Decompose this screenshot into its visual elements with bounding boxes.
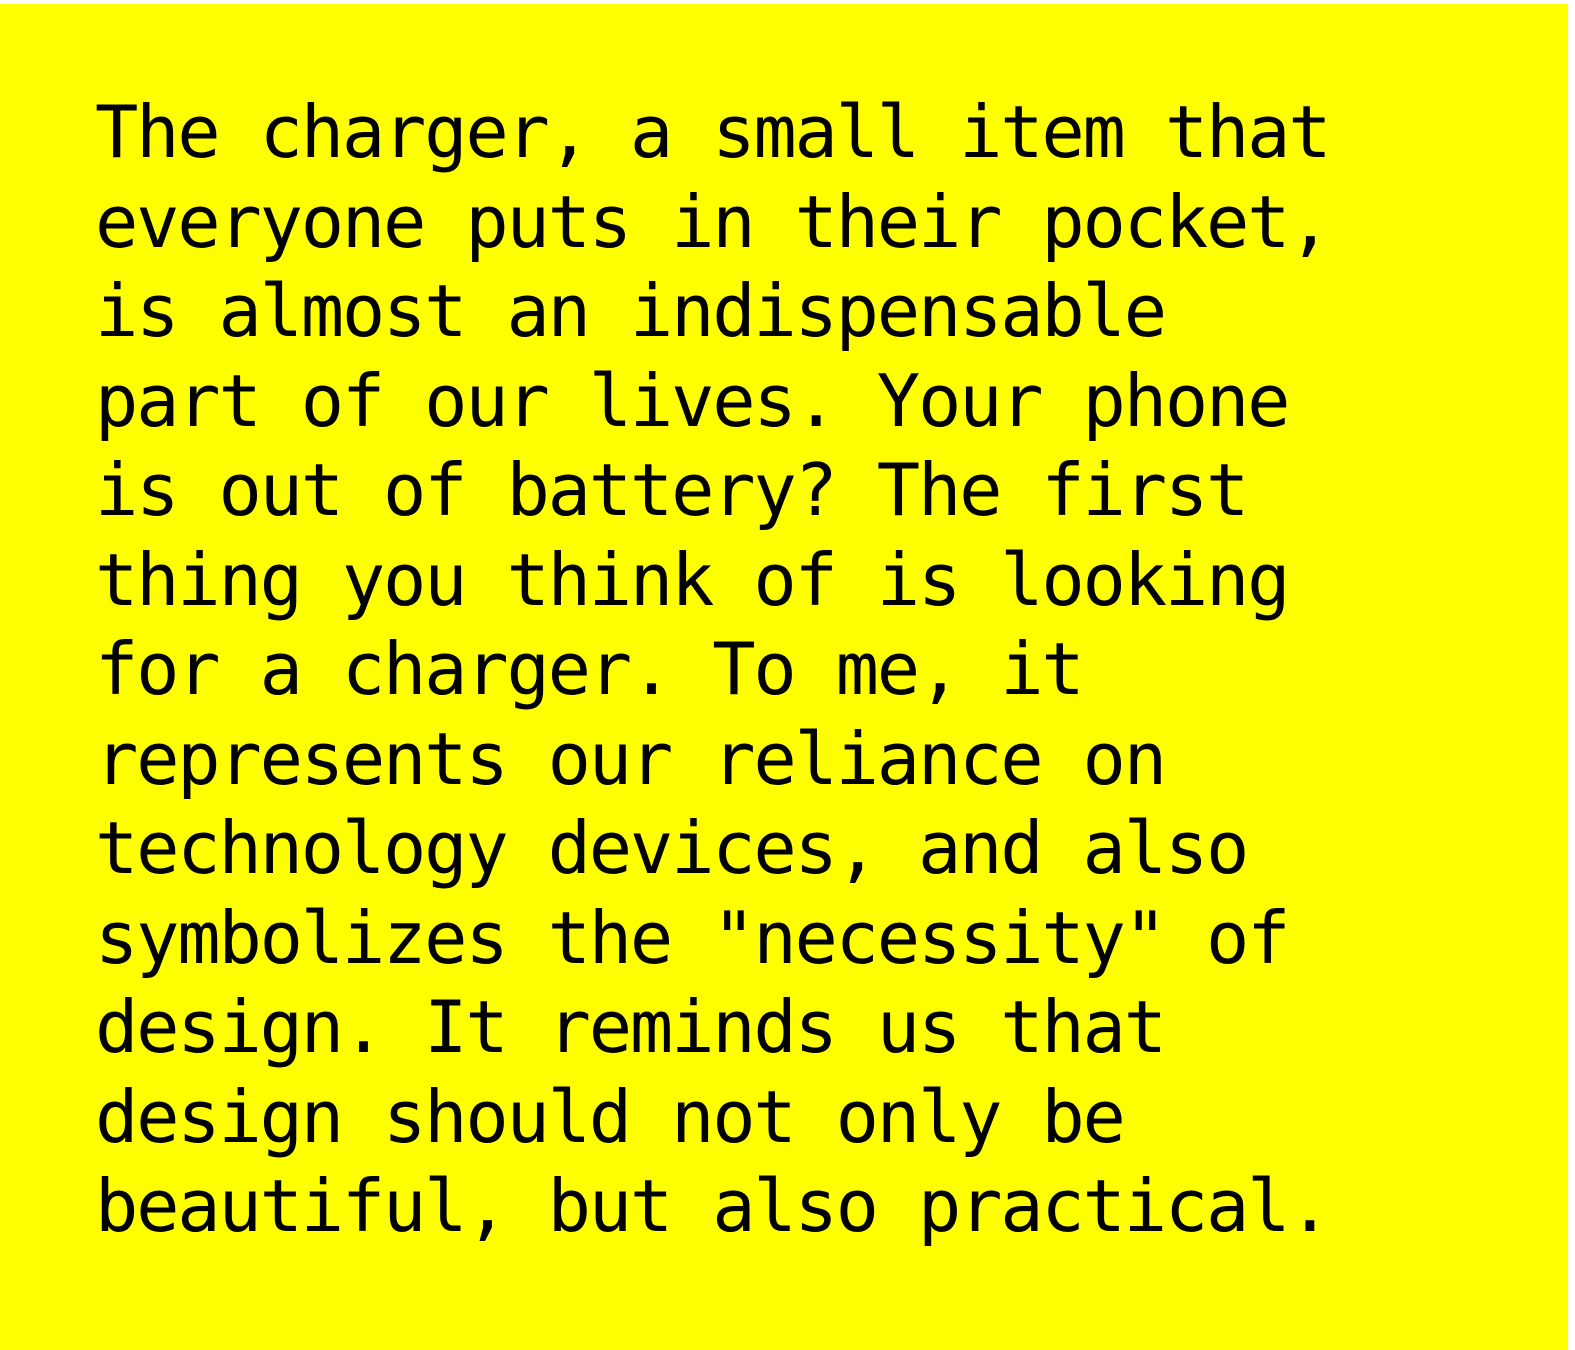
- text-line: for a charger. To me, it: [95, 627, 1085, 711]
- text-line: is almost an indispensable: [95, 269, 1167, 353]
- text-line: design. It reminds us that: [95, 985, 1167, 1069]
- text-line: design should not only be: [95, 1074, 1126, 1159]
- text-line: technology devices, and also: [95, 806, 1249, 890]
- text-line: symbolizes the "necessity" of: [95, 895, 1290, 980]
- yellow-text-card: The charger, a small item that everyone p…: [0, 4, 1568, 1350]
- text-line: everyone puts in their pocket,: [95, 179, 1332, 264]
- text-line: beautiful, but also practical.: [95, 1164, 1332, 1248]
- text-line: is out of battery? The first: [95, 448, 1249, 532]
- text-line: The charger, a small item that: [95, 90, 1332, 174]
- body-paragraph: The charger, a small item that everyone p…: [95, 88, 1332, 1252]
- text-line: part of our lives. Your phone: [95, 358, 1290, 443]
- text-line: thing you think of is looking: [95, 537, 1290, 622]
- text-line: represents our reliance on: [95, 716, 1167, 801]
